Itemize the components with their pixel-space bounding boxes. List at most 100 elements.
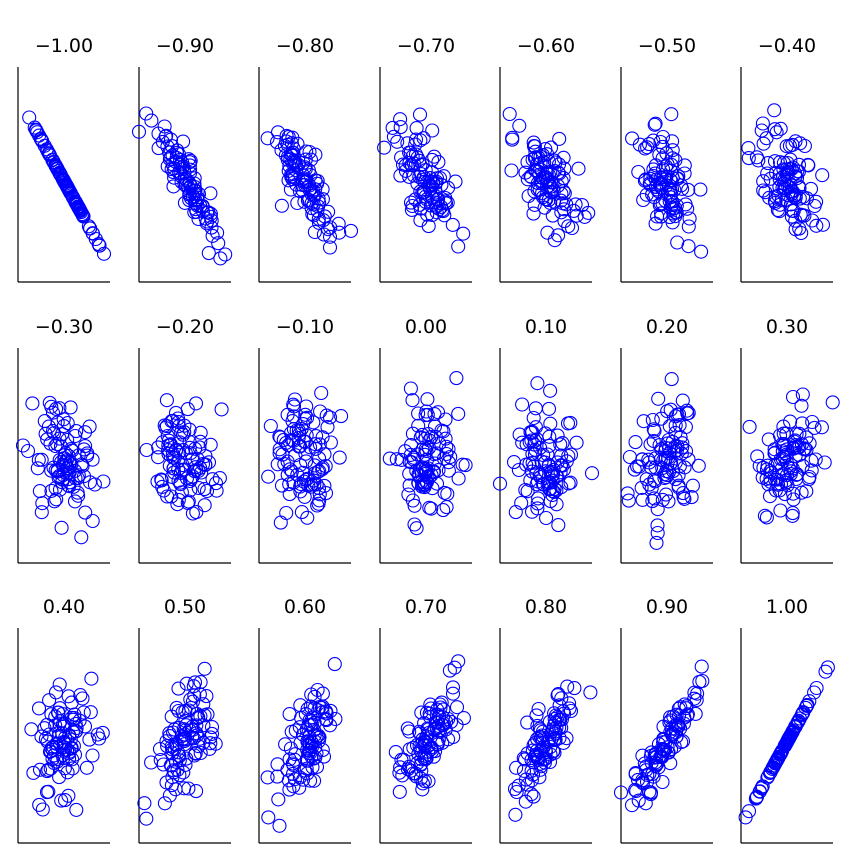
scatter-point [294, 505, 309, 520]
scatter-point [177, 425, 192, 440]
scatter-point [687, 691, 702, 706]
scatter-point [537, 752, 553, 767]
scatter-point [786, 486, 801, 501]
scatter-point [193, 675, 208, 690]
scatter-point [425, 207, 440, 223]
scatter-point [191, 480, 206, 496]
scatter-point [74, 530, 89, 545]
scatter-point [668, 425, 683, 440]
panel-title: 0.60 [284, 596, 326, 618]
scatter-point [642, 137, 657, 152]
scatter-point [52, 165, 67, 180]
scatter-point [31, 452, 46, 467]
scatter-point [280, 467, 295, 482]
scatter-point [139, 811, 154, 826]
scatter-point [92, 238, 107, 253]
scatter-point [91, 237, 106, 252]
scatter-point [556, 704, 571, 719]
scatter-point [656, 162, 671, 177]
scatter-point [653, 196, 668, 211]
scatter-point [293, 698, 308, 713]
scatter-point [777, 487, 792, 502]
scatter-point [526, 135, 541, 150]
scatter-point [280, 137, 295, 152]
scatter-point [807, 685, 822, 700]
scatter-point [27, 120, 42, 135]
scatter-point [788, 134, 803, 149]
scatter-point [60, 179, 75, 194]
scatter-point [404, 202, 419, 217]
scatter-point [807, 198, 822, 214]
scatter-point [778, 475, 793, 490]
scatter-point [279, 505, 294, 521]
scatter-point [327, 657, 342, 672]
scatter-panel: −0.50 [620, 35, 713, 283]
scatter-point [49, 492, 64, 507]
scatter-point [407, 517, 422, 532]
scatter-point [530, 182, 545, 197]
scatter-point [85, 513, 100, 529]
scatter-point [658, 159, 674, 174]
scatter-point [524, 787, 539, 802]
scatter-point [187, 171, 202, 186]
scatter-point [650, 518, 665, 533]
scatter-point [385, 120, 400, 135]
scatter-point [407, 498, 422, 513]
panel-title: 0.00 [405, 316, 447, 338]
scatter-point [187, 183, 202, 198]
scatter-panel: 0.30 [740, 316, 840, 564]
scatter-point [549, 720, 564, 735]
scatter-point [418, 194, 433, 209]
scatter-point [550, 688, 565, 703]
scatter-point [405, 493, 420, 508]
panel-title: 1.00 [766, 596, 808, 618]
scatter-point [780, 478, 795, 493]
scatter-point [386, 129, 401, 144]
scatter-panel: −1.00 [17, 35, 112, 283]
scatter-point [312, 451, 327, 466]
scatter-point [543, 494, 558, 509]
scatter-point [647, 117, 662, 132]
scatter-point [631, 164, 646, 180]
scatter-point [759, 510, 774, 525]
scatter-point [773, 121, 788, 136]
scatter-point [779, 468, 795, 483]
scatter-point [664, 173, 679, 188]
scatter-point [669, 443, 684, 458]
scatter-point [297, 160, 312, 175]
scatter-point [188, 745, 203, 761]
scatter-point [757, 508, 772, 523]
scatter-point [307, 689, 322, 704]
scatter-point [24, 722, 39, 737]
scatter-point [409, 521, 424, 536]
scatter-point [539, 510, 554, 526]
scatter-point [32, 762, 48, 777]
scatter-point [545, 730, 560, 745]
scatter-point [402, 742, 417, 757]
scatter-point [195, 199, 210, 214]
scatter-point [419, 464, 434, 479]
scatter-point [553, 458, 569, 473]
scatter-point [172, 445, 187, 460]
scatter-point [48, 709, 63, 724]
scatter-point [769, 125, 784, 140]
scatter-point [665, 143, 680, 158]
scatter-point [685, 478, 700, 493]
panel-title: 0.50 [164, 596, 206, 618]
scatter-point [792, 181, 807, 196]
scatter-point [655, 129, 671, 145]
scatter-point [166, 179, 181, 194]
scatter-panel: 0.10 [492, 316, 600, 564]
scatter-point [547, 711, 562, 727]
scatter-point [805, 414, 820, 430]
scatter-point [60, 416, 75, 431]
scatter-point [621, 493, 636, 508]
scatter-point [676, 716, 691, 731]
scatter-point [343, 223, 359, 238]
scatter-point [39, 142, 54, 157]
scatter-point [392, 784, 407, 799]
scatter-point [431, 155, 446, 170]
scatter-point [60, 432, 75, 448]
scatter-point [290, 195, 305, 211]
scatter-point [377, 140, 392, 155]
